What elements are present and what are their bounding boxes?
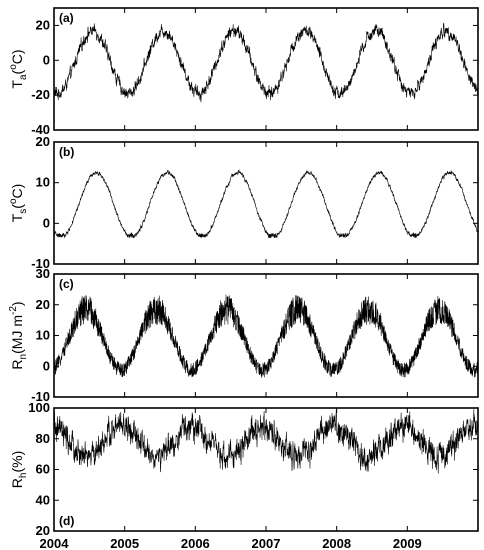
- panel-d: 20 40 60 80 100 2004 2005 2006 2007 2008 2009 (d) Rh…: [9, 400, 479, 550]
- y-tick-label: 40: [36, 492, 50, 507]
- y-axis-label: Rn(MJ m-2): [8, 301, 29, 369]
- plot-frame: [53, 273, 479, 398]
- panel-b: -10 0 10 20 (b) Ts(oC): [8, 134, 479, 271]
- y-tick-label: -10: [31, 256, 50, 271]
- y-tick-label: 100: [28, 400, 50, 415]
- y-tick-label: 20: [36, 134, 50, 149]
- series-line-b: [53, 169, 478, 239]
- panel-label: (c): [59, 277, 74, 291]
- y-tick-label: -10: [31, 389, 50, 404]
- panel-a: -40 -20 0 20 (a) Ta(oC): [8, 7, 479, 137]
- plot-frame: [53, 141, 479, 265]
- y-tick-label: 0: [43, 52, 50, 67]
- x-tick-label: 2004: [40, 536, 70, 550]
- x-tick-label: 2005: [110, 536, 139, 550]
- y-axis-label: Ts(oC): [8, 184, 29, 223]
- series-line-c: [53, 294, 479, 378]
- y-axis-label: Rh(%): [9, 451, 29, 488]
- y-axis-label: Ta(oC): [8, 49, 29, 88]
- y-tick-label: 60: [36, 462, 50, 477]
- panel-label: (d): [59, 514, 74, 528]
- y-tick-label: 30: [36, 266, 50, 281]
- x-tick-label: 2007: [252, 536, 281, 550]
- series-line-d: [53, 409, 479, 474]
- y-tick-label: 10: [36, 175, 50, 190]
- y-tick-label: 20: [36, 297, 50, 312]
- y-tick-label: 10: [36, 328, 50, 343]
- y-tick-label: 0: [43, 215, 50, 230]
- plot-frame: [53, 7, 479, 131]
- y-tick-label: 20: [36, 523, 50, 538]
- y-tick-label: -20: [31, 87, 50, 102]
- y-tick-label: 80: [36, 431, 50, 446]
- y-tick-label: -40: [31, 122, 50, 137]
- series-line-a: [53, 22, 479, 103]
- x-tick-label: 2008: [322, 536, 351, 550]
- panel-label: (a): [59, 11, 74, 25]
- panel-c: -10 0 10 20 30 (c) Rn(MJ m-2): [8, 266, 479, 404]
- y-tick-label: 20: [36, 17, 50, 32]
- panel-label: (b): [59, 145, 74, 159]
- x-tick-label: 2006: [181, 536, 210, 550]
- x-tick-label: 2009: [393, 536, 422, 550]
- y-tick-label: 0: [43, 358, 50, 373]
